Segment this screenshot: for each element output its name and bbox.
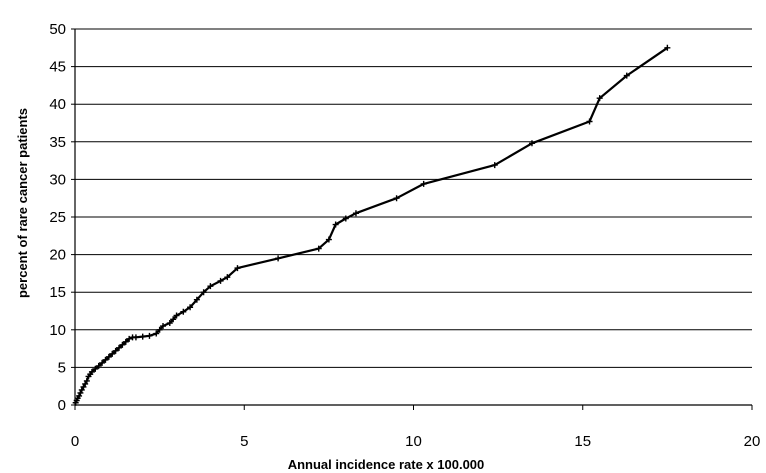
- gridlines: [75, 28, 752, 368]
- data-point: [122, 338, 129, 345]
- data-point: [139, 333, 146, 340]
- y-tick-label: 10: [49, 322, 66, 339]
- data-point: [77, 389, 84, 396]
- data-point: [342, 215, 349, 222]
- x-tick-label: 10: [405, 433, 422, 450]
- data-point: [153, 330, 160, 337]
- data-point: [119, 341, 126, 348]
- series-line: [74, 46, 669, 404]
- data-point: [99, 359, 106, 366]
- data-point: [173, 312, 180, 319]
- axes: [71, 28, 753, 410]
- data-point: [193, 296, 200, 303]
- x-tick-label: 20: [744, 433, 761, 450]
- data-point: [132, 334, 139, 341]
- data-point: [180, 308, 187, 315]
- data-point: [315, 245, 322, 252]
- data-point: [82, 380, 89, 387]
- x-tick-label: 15: [574, 433, 591, 450]
- y-tick-label: 5: [58, 359, 66, 376]
- data-point: [92, 365, 99, 372]
- data-point: [109, 350, 116, 357]
- y-tick-label: 20: [49, 247, 66, 264]
- data-point: [166, 320, 173, 327]
- data-point: [102, 356, 109, 363]
- y-tick-labels: 0 5 10 15 20 25 30 35 40 45 50: [49, 21, 66, 414]
- y-tick-label: 15: [49, 284, 66, 301]
- y-tick-label: 30: [49, 171, 66, 188]
- data-point: [78, 386, 85, 393]
- data-point: [332, 221, 339, 228]
- y-tick-label: 50: [49, 21, 66, 38]
- data-point: [420, 180, 427, 187]
- data-point: [207, 283, 214, 290]
- data-point: [88, 368, 95, 375]
- data-point: [146, 332, 153, 339]
- y-tick-label: 35: [49, 134, 66, 151]
- y-tick-label: 40: [49, 96, 66, 113]
- y-axis-title: percent of rare cancer patients: [15, 108, 30, 298]
- data-point: [217, 277, 224, 284]
- data-point: [187, 304, 194, 311]
- data-point: [200, 289, 207, 296]
- x-tick-label: 5: [240, 433, 248, 450]
- data-point: [170, 316, 177, 323]
- data-point: [224, 274, 231, 281]
- data-point: [352, 210, 359, 217]
- data-point: [80, 383, 87, 390]
- data-point: [76, 392, 83, 399]
- y-tick-label: 25: [49, 209, 66, 226]
- data-point: [112, 347, 119, 354]
- data-point: [160, 323, 167, 330]
- x-tick-label: 0: [71, 433, 79, 450]
- data-point: [126, 335, 133, 342]
- data-point: [156, 326, 163, 333]
- data-point: [325, 236, 332, 243]
- data-point: [275, 255, 282, 262]
- data-point: [95, 362, 102, 369]
- x-axis-title: Annual incidence rate x 100.000: [288, 457, 485, 472]
- data-point: [596, 95, 603, 102]
- data-point: [491, 162, 498, 169]
- data-point: [528, 140, 535, 147]
- data-point: [393, 195, 400, 202]
- y-tick-label: 45: [49, 59, 66, 76]
- data-point: [105, 353, 112, 360]
- data-point: [116, 344, 123, 351]
- data-point: [586, 118, 593, 125]
- series: [72, 44, 671, 406]
- y-tick-label: 0: [58, 397, 66, 414]
- data-point: [83, 377, 90, 384]
- data-point: [234, 265, 241, 272]
- data-point: [623, 72, 630, 79]
- data-point: [664, 44, 671, 51]
- x-tick-labels: 0 5 10 15 20: [71, 433, 761, 450]
